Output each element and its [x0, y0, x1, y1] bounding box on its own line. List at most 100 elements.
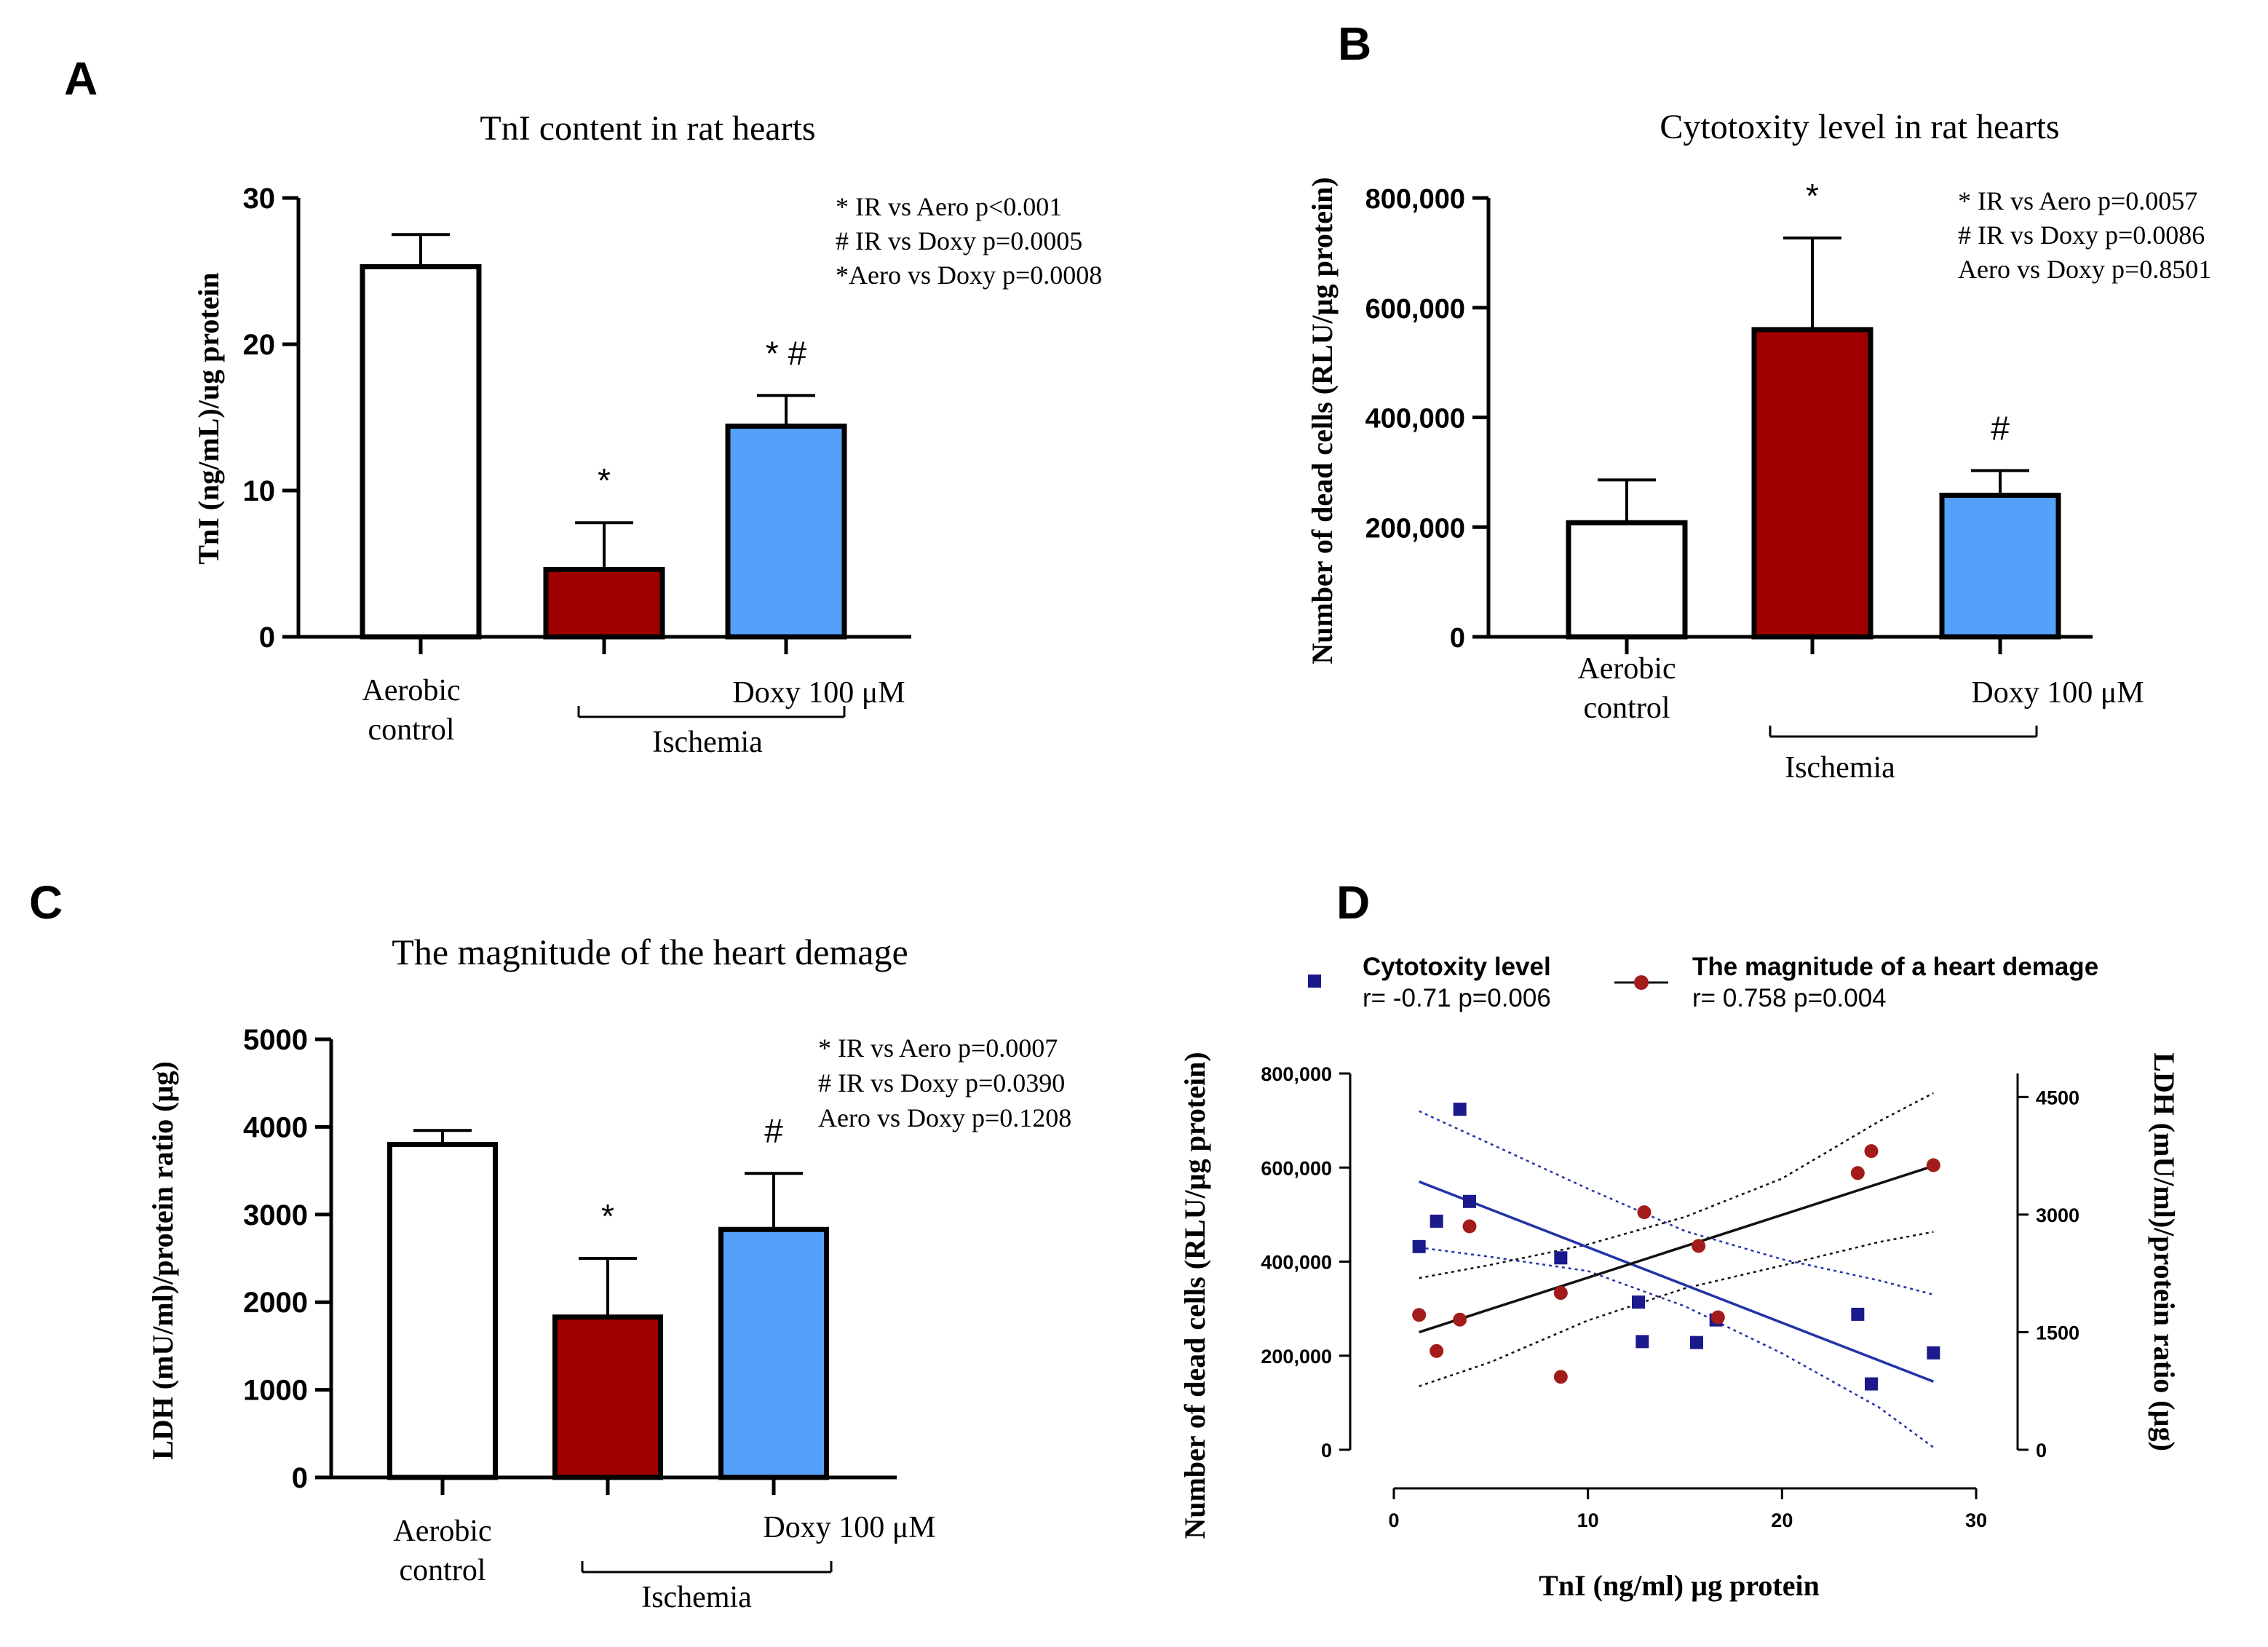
x-category-label: Aerobic	[393, 1515, 491, 1548]
bar	[718, 1226, 829, 1480]
bar	[360, 263, 482, 640]
scatter-point	[1927, 1346, 1940, 1360]
y-axis-label: TnI (ng/mL)/ug protein	[192, 272, 225, 565]
significance-marker: *	[598, 461, 611, 499]
x-category-label: Aerobic	[1577, 652, 1676, 686]
scatter-point	[1851, 1307, 1865, 1321]
scatter-point	[1453, 1103, 1467, 1116]
panel-letter-a: A	[64, 52, 98, 105]
y-tick-label: 30	[243, 183, 276, 215]
annotation: Aero vs Doxy p=0.1208	[818, 1103, 1071, 1132]
significance-marker: * #	[766, 334, 807, 372]
confidence-band	[1419, 1231, 1934, 1387]
legend-stats: r= 0.758 p=0.004	[1692, 984, 1887, 1012]
y-tick-label: 0	[1321, 1440, 1332, 1461]
y-axis-label: Number of dead cells (RLU/µg protein)	[1306, 177, 1339, 664]
confidence-band	[1419, 1110, 1934, 1295]
scatter-point	[1412, 1308, 1427, 1322]
panel-a: A TnI content in rat hearts TnI (ng/mL)/…	[64, 52, 1102, 759]
y-tick-label: 800,000	[1261, 1063, 1332, 1085]
x-tick-label: 20	[1771, 1509, 1793, 1531]
regression-line	[1419, 1164, 1934, 1334]
y-tick-label: 20	[243, 329, 276, 361]
significance-marker: #	[1991, 410, 2010, 448]
y-tick-label: 600,000	[1261, 1157, 1332, 1179]
y-tick-label: 2000	[243, 1287, 308, 1319]
scatter-point	[1554, 1251, 1568, 1265]
y-tick-label: 200,000	[1365, 513, 1465, 544]
y-tick-label: 800,000	[1365, 184, 1465, 215]
scatter-point	[1864, 1144, 1879, 1159]
scatter-point	[1553, 1286, 1568, 1301]
y2-axis-label: LDH (mU/ml)/protein ratio (µg)	[2148, 1052, 2181, 1451]
x-category-label: control	[368, 713, 455, 747]
panel-letter-c: C	[29, 876, 63, 929]
regression-line	[1419, 1180, 1934, 1383]
legend-marker-square	[1308, 975, 1321, 988]
annotation: * IR vs Aero p=0.0057	[1958, 186, 2197, 215]
y-axis-label: LDH (mU/ml)/protein ratio (µg)	[146, 1061, 179, 1460]
x-category-label: control	[1584, 691, 1670, 725]
y-tick-label: 5000	[243, 1024, 308, 1056]
panel-c: C The magnitude of the heart demage LDH …	[29, 876, 1071, 1614]
significance-marker: #	[764, 1112, 783, 1150]
chart-title: The magnitude of the heart demage	[392, 932, 908, 972]
y2-tick-label: 0	[2036, 1440, 2047, 1461]
significance-marker: *	[601, 1197, 614, 1235]
panel-d: D Cytotoxity level r= -0.71 p=0.006 The …	[1178, 876, 2181, 1602]
bar	[725, 424, 847, 640]
x-tick-label: 0	[1388, 1509, 1399, 1531]
annotation: * IR vs Aero p<0.001	[836, 192, 1062, 221]
scatter-point	[1710, 1310, 1725, 1325]
scatter-point	[1430, 1214, 1443, 1228]
x-category-label: Doxy 100 μM	[763, 1511, 935, 1544]
annotation: # IR vs Doxy p=0.0390	[818, 1068, 1065, 1098]
y2-tick-label: 1500	[2036, 1322, 2079, 1344]
bar	[1751, 327, 1874, 640]
scatter-point	[1553, 1370, 1568, 1384]
scatter-point	[1412, 1239, 1426, 1253]
legend-label: The magnitude of a heart demage	[1692, 953, 2098, 981]
y2-tick-label: 4500	[2036, 1087, 2079, 1108]
y-tick-label: 400,000	[1365, 404, 1465, 434]
chart-title: Cytotoxity level in rat hearts	[1660, 108, 2059, 146]
confidence-band	[1419, 1092, 1934, 1279]
scatter-point	[1926, 1158, 1940, 1172]
y-tick-label: 400,000	[1261, 1252, 1332, 1274]
panel-b: B Cytotoxity level in rat hearts Number …	[1306, 17, 2211, 785]
y-tick-label: 3000	[243, 1199, 308, 1231]
y-tick-label: 200,000	[1261, 1346, 1332, 1368]
y-tick-label: 0	[292, 1462, 308, 1494]
legend-stats: r= -0.71 p=0.006	[1363, 984, 1551, 1012]
annotation: *Aero vs Doxy p=0.0008	[836, 261, 1102, 290]
bar	[387, 1141, 498, 1480]
scatter-point	[1692, 1239, 1706, 1253]
y-tick-label: 1000	[243, 1375, 308, 1407]
legend-marker-circle	[1634, 975, 1649, 990]
chart-title: TnI content in rat hearts	[480, 109, 815, 148]
legend-label: Cytotoxity level	[1363, 953, 1551, 981]
y-tick-label: 4000	[243, 1111, 308, 1143]
x-tick-label: 30	[1965, 1509, 1987, 1531]
scatter-point	[1632, 1295, 1645, 1309]
y-tick-label: 600,000	[1365, 294, 1465, 325]
scatter-point	[1430, 1344, 1444, 1358]
x-axis-label: TnI (ng/ml) µg protein	[1539, 1569, 1820, 1602]
y2-tick-label: 3000	[2036, 1205, 2079, 1226]
x-category-label: Doxy 100 μM	[1971, 676, 2144, 710]
y-axis-label: Number of dead cells (RLU/µg protein)	[1178, 1052, 1211, 1539]
scatter-point	[1850, 1166, 1865, 1180]
bar	[1566, 520, 1688, 640]
y-tick-label: 10	[243, 475, 276, 507]
x-category-label: Aerobic	[362, 674, 460, 707]
bar	[552, 1314, 663, 1480]
scatter-point	[1463, 1194, 1476, 1208]
scatter-point	[1462, 1219, 1477, 1234]
scatter-point	[1637, 1205, 1652, 1220]
bar	[543, 567, 665, 640]
annotation: Aero vs Doxy p=0.8501	[1958, 255, 2211, 284]
y-tick-label: 0	[259, 622, 275, 654]
scatter-point	[1453, 1312, 1467, 1327]
scatter-point	[1635, 1335, 1649, 1349]
